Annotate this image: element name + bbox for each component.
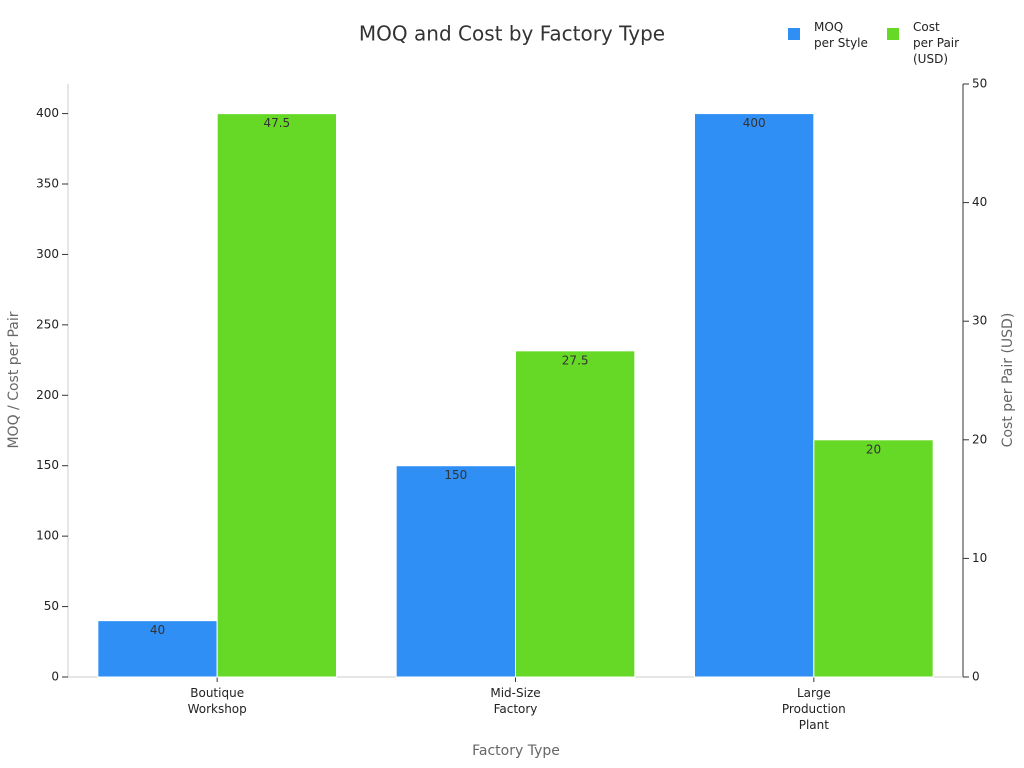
y-tick-label: 300 [36, 247, 59, 261]
y2-tick-label: 20 [972, 432, 987, 446]
y2-axis-label: Cost per Pair (USD) [1000, 313, 1016, 448]
legend-label: Cost per Pair (USD) [913, 20, 959, 66]
y-tick-label: 150 [36, 458, 59, 472]
y2-tick-label: 30 [972, 314, 987, 328]
legend-swatch [788, 28, 800, 40]
bar-value-label: 27.5 [562, 353, 589, 367]
y-tick-label: 50 [44, 599, 59, 613]
y-tick-label: 0 [51, 670, 59, 684]
legend-swatch [887, 28, 899, 40]
legend-label: MOQ per Style [814, 20, 868, 50]
y-axis-label: MOQ / Cost per Pair [6, 311, 22, 448]
bar-value-label: 20 [866, 442, 881, 456]
x-axis-label: Factory Type [472, 743, 560, 759]
bar-value-label: 40 [150, 623, 165, 637]
bar [216, 113, 338, 678]
y-tick-label: 400 [36, 106, 59, 120]
x-tick-label: Large Production Plant [782, 686, 846, 732]
y2-tick-label: 50 [972, 77, 987, 91]
x-tick-label: Mid-Size Factory [490, 686, 540, 716]
y2-tick-label: 40 [972, 195, 987, 209]
x-tick-label: Boutique Workshop [188, 686, 247, 716]
chart-title: MOQ and Cost by Factory Type [359, 22, 665, 46]
y2-tick-label: 10 [972, 551, 987, 565]
bar [97, 620, 218, 678]
bar-value-label: 150 [444, 468, 467, 482]
y-tick-label: 200 [36, 388, 59, 402]
bar-value-label: 47.5 [263, 116, 290, 130]
y2-tick-label: 0 [972, 670, 980, 684]
bar [515, 350, 636, 678]
y-tick-label: 350 [36, 177, 59, 191]
bar [694, 113, 815, 678]
y-tick-label: 250 [36, 317, 59, 331]
bar [813, 439, 934, 678]
bar [395, 465, 516, 678]
bar-value-label: 400 [743, 116, 766, 130]
y-tick-label: 100 [36, 529, 59, 543]
